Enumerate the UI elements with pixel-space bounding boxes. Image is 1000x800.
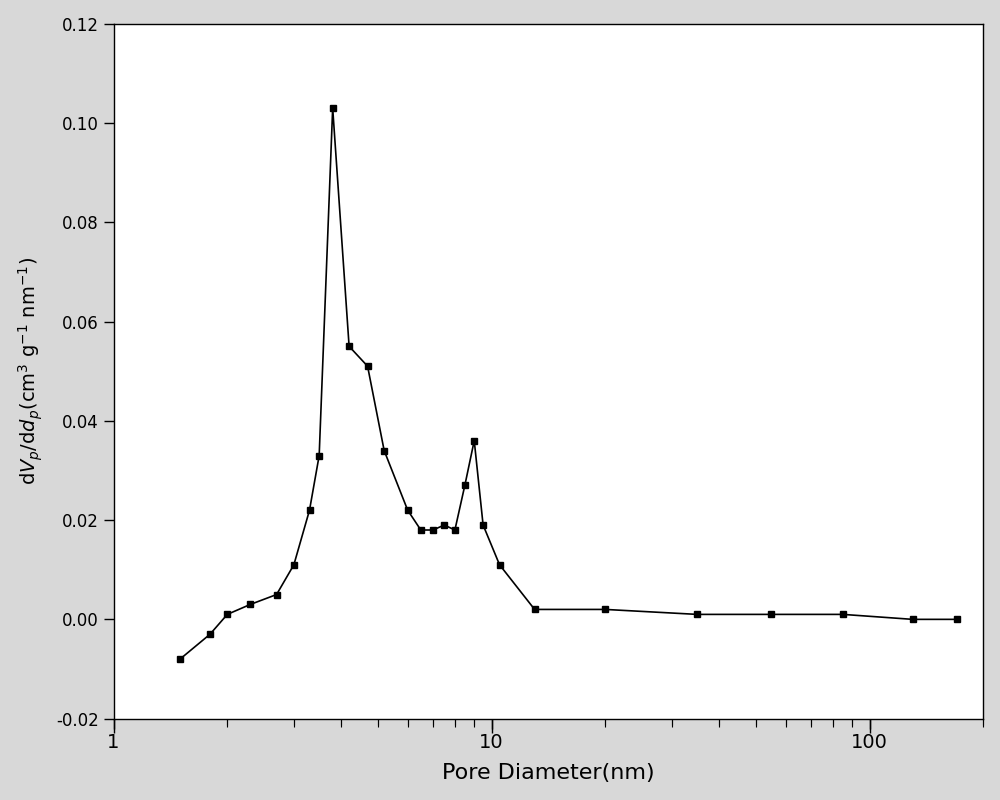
Y-axis label: d$V_p$/d$d_p$(cm$^3$ g$^{-1}$ nm$^{-1}$): d$V_p$/d$d_p$(cm$^3$ g$^{-1}$ nm$^{-1}$) xyxy=(17,257,45,485)
X-axis label: Pore Diameter(nm): Pore Diameter(nm) xyxy=(442,763,655,783)
